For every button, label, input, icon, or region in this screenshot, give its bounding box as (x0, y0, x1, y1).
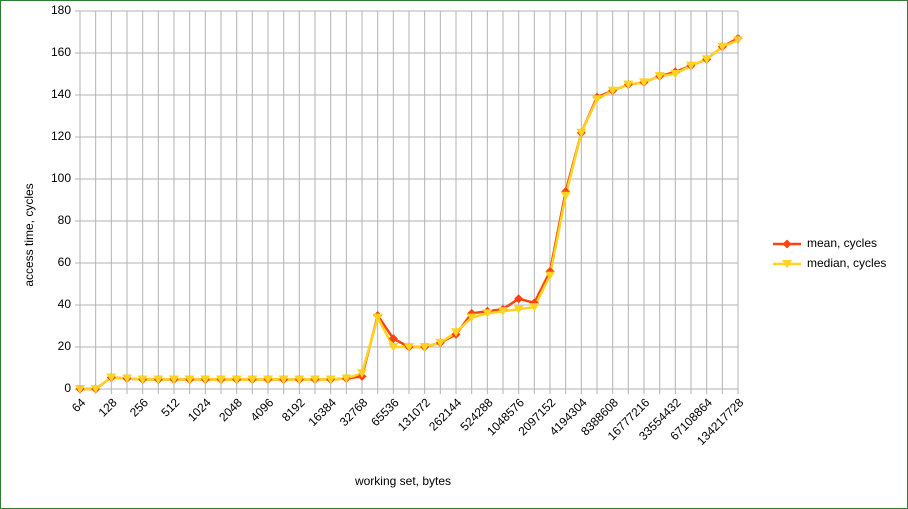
point (654, 72, 665, 81)
y-tick-label: 20 (58, 339, 72, 353)
point (529, 303, 540, 312)
point (372, 313, 383, 323)
point (184, 375, 195, 385)
point (75, 385, 85, 394)
point (513, 305, 524, 314)
point (498, 307, 508, 316)
point (435, 338, 446, 348)
y-tick-label: 100 (51, 171, 71, 185)
point (216, 375, 226, 385)
point (325, 375, 336, 385)
y-tick-label: 160 (51, 45, 71, 59)
point (466, 313, 477, 323)
point (200, 375, 211, 385)
y-tick-label: 60 (58, 255, 72, 269)
y-tick-label: 80 (58, 213, 72, 227)
point (782, 239, 792, 249)
legend-label: median, cycles (807, 256, 886, 270)
point (404, 343, 414, 352)
point (231, 375, 242, 385)
point (607, 86, 618, 96)
point (90, 385, 101, 394)
point (623, 80, 634, 89)
point (592, 95, 602, 104)
y-tick-label: 40 (58, 297, 72, 311)
point (560, 191, 571, 201)
point (419, 343, 430, 352)
point (514, 294, 524, 304)
point (137, 375, 148, 385)
point (247, 375, 258, 385)
point (278, 375, 289, 385)
y-tick-label: 140 (51, 87, 71, 101)
point (639, 78, 649, 87)
legend-label: mean, cycles (807, 236, 877, 250)
point (701, 55, 712, 64)
point (670, 70, 681, 79)
point (686, 61, 696, 71)
point (106, 373, 117, 382)
point (169, 375, 179, 385)
y-tick-label: 0 (64, 381, 71, 395)
point (153, 375, 164, 385)
point (782, 260, 792, 269)
point (545, 271, 555, 281)
x-axis-title: working set, bytes (354, 474, 451, 488)
point (717, 42, 728, 52)
point (263, 375, 273, 385)
point (357, 369, 367, 378)
point (122, 374, 132, 383)
y-tick-label: 180 (51, 3, 71, 17)
point (388, 343, 399, 352)
point (576, 128, 587, 138)
point (294, 375, 305, 385)
point (341, 374, 352, 383)
y-axis-title: access time, cycles (22, 183, 36, 286)
y-tick-label: 120 (51, 129, 71, 143)
point (451, 328, 461, 337)
point (482, 309, 493, 318)
point (388, 334, 398, 344)
point (310, 375, 320, 385)
